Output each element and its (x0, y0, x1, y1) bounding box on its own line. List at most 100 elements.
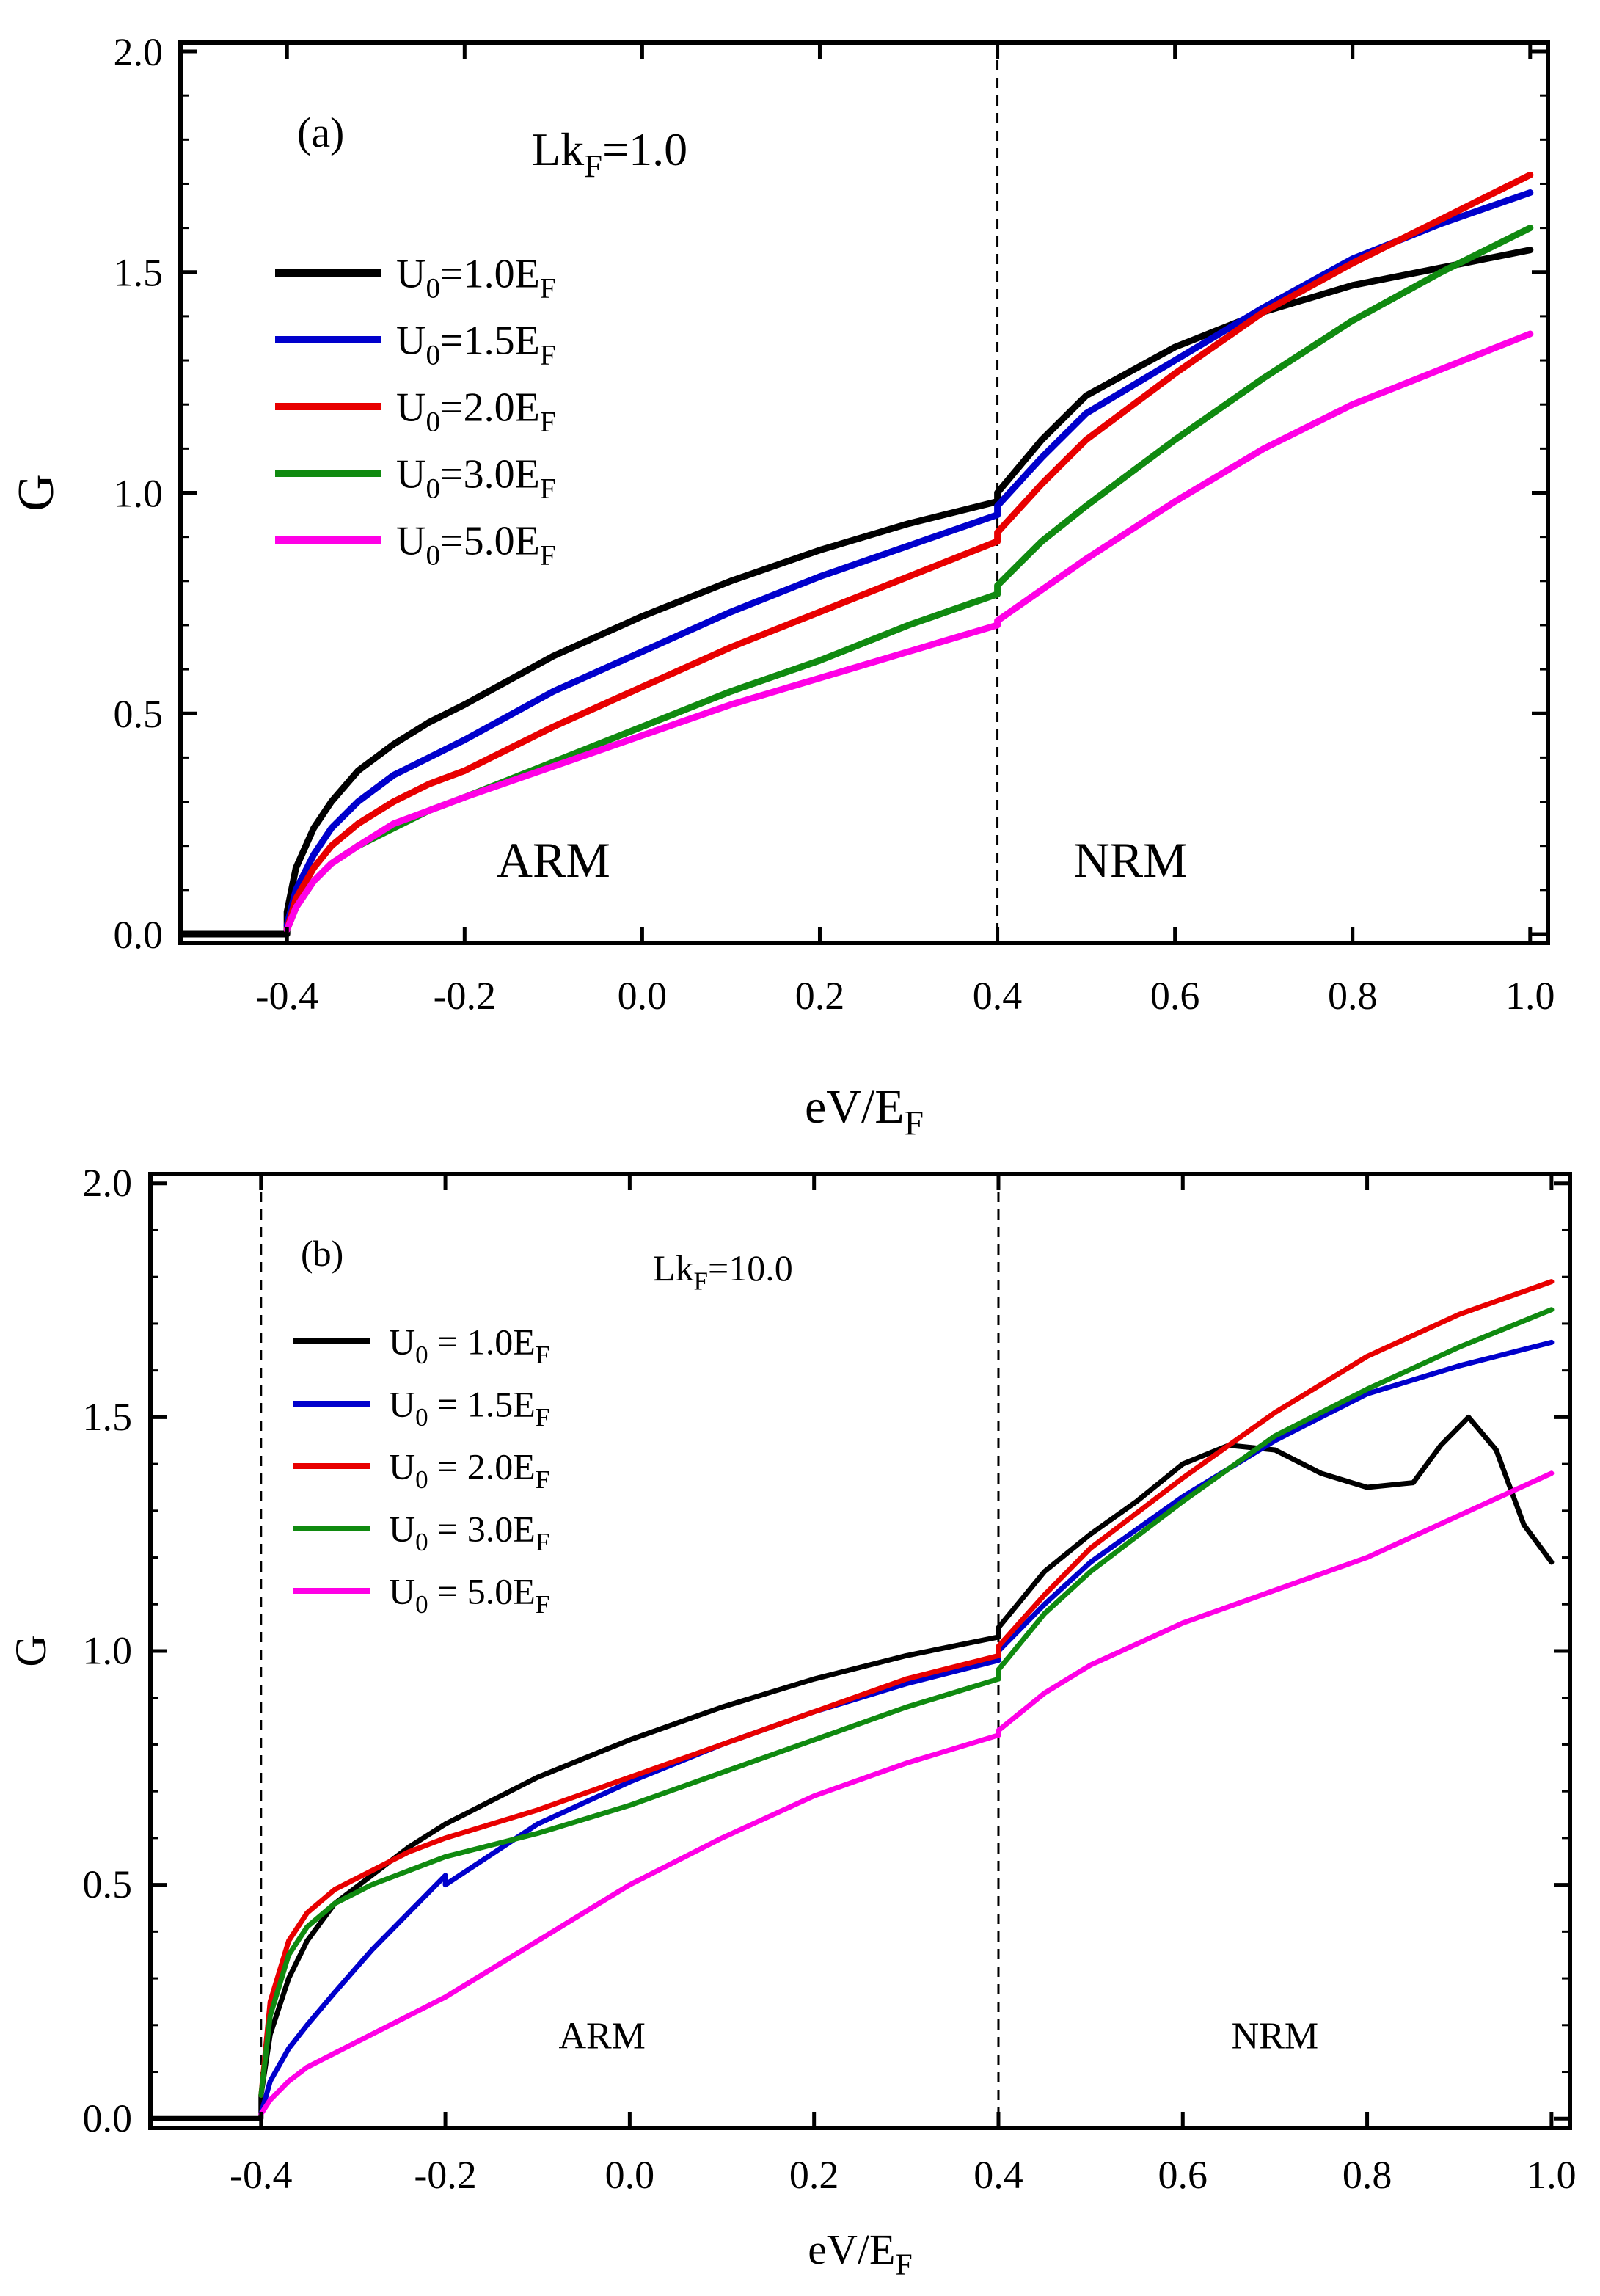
legend-sub0: 0 (425, 473, 440, 505)
series-line-2 (283, 189, 1534, 929)
legend-entry-5: U0=5.0EF (396, 519, 556, 572)
legend-sub1: F (536, 1465, 549, 1494)
series-line-3 (258, 1279, 1555, 2098)
x-tick-label: 0.0 (605, 2153, 655, 2197)
x-tick-label: 0.8 (1328, 974, 1378, 1018)
legend-sub1: F (540, 473, 556, 505)
legend-mid: =5.0E (440, 519, 540, 564)
legend-entry-2: U0=1.5EF (396, 318, 556, 371)
region-label: NRM (1232, 2016, 1318, 2058)
y-tick-label: 1.5 (114, 251, 164, 295)
x-tick-label: 0.2 (789, 2153, 839, 2197)
series-group (150, 1279, 1555, 2121)
legend-sub1: F (536, 1403, 549, 1432)
legend-sub0: 0 (425, 273, 440, 305)
plot-frame (148, 1172, 1572, 2130)
legend-entry-3: U0=2.0EF (396, 385, 556, 438)
x-axis-title-main: eV/E (808, 2226, 895, 2273)
series-line-3 (283, 171, 1534, 933)
annotation-sub: F (694, 1267, 708, 1296)
y-tick-label: 1.0 (83, 1629, 133, 1673)
x-tick-label: -0.2 (414, 2153, 476, 2197)
region-label: NRM (1074, 832, 1188, 888)
legend-u: U (396, 318, 425, 364)
series-line-5 (258, 1470, 1555, 2117)
x-axis-title-sub: F (895, 2248, 912, 2282)
series-line-1 (150, 1414, 1555, 2121)
y-tick-label: 2.0 (114, 30, 164, 74)
x-axis-title: eV/EF (805, 1080, 924, 1143)
x-tick-label: 1.0 (1527, 2153, 1577, 2197)
x-tick-label: -0.4 (230, 2153, 292, 2197)
legend-u: U (389, 1509, 415, 1550)
legend-mid: = 3.0E (428, 1509, 536, 1550)
legend-mid: = 2.0E (428, 1446, 536, 1487)
legend-mid: =1.0E (440, 252, 540, 297)
panel-label: (b) (301, 1233, 343, 1274)
legend-sub1: F (540, 407, 556, 438)
x-tick-label: -0.4 (256, 974, 318, 1018)
legend-mid: = 1.5E (428, 1384, 536, 1425)
legend-u: U (389, 1384, 415, 1425)
y-axis-title: G (8, 474, 65, 511)
annotation-lkf: LkF=1.0 (532, 123, 687, 184)
annotation-main: Lk (532, 123, 584, 175)
legend-entry-3: U0 = 2.0EF (389, 1446, 549, 1495)
legend-u: U (396, 519, 425, 564)
legend-sub1: F (536, 1590, 549, 1619)
legend-mid: =2.0E (440, 385, 540, 431)
series-group (180, 171, 1534, 938)
x-tick-label: 0.4 (973, 2153, 1023, 2197)
series-line-5 (283, 330, 1534, 933)
x-tick-label: -0.2 (434, 974, 496, 1018)
legend-mid: = 5.0E (428, 1571, 536, 1612)
x-tick-label: 0.6 (1158, 2153, 1208, 2197)
legend-sub1: F (540, 540, 556, 572)
panel-b: -0.4 -0.2 0.0 0.2 0.4 0.6 0.8 1.0 0.0 0.5 1.0 1.5 2.… (7, 1161, 1577, 2281)
legend-u: U (396, 252, 425, 297)
annotation-lkf: LkF=10.0 (653, 1247, 793, 1296)
y-tick-label: 0.0 (114, 913, 164, 957)
legend-sub0: 0 (415, 1403, 428, 1432)
x-tick-label: 0.2 (795, 974, 845, 1018)
y-tick-label: 1.5 (83, 1395, 133, 1439)
legend-entry-1: U0 = 1.0EF (389, 1322, 549, 1370)
legend-entry-5: U0 = 5.0EF (389, 1571, 549, 1619)
y-tick-label: 0.5 (83, 1862, 133, 1906)
legend-sub0: 0 (425, 340, 440, 371)
region-label: ARM (497, 832, 610, 888)
legend-sub0: 0 (425, 407, 440, 438)
y-tick-label: 0.5 (114, 692, 164, 736)
annotation-main: Lk (653, 1247, 694, 1289)
legend-entry-2: U0 = 1.5EF (389, 1384, 549, 1432)
legend-u: U (396, 385, 425, 431)
legend-mid: =1.5E (440, 318, 540, 364)
y-tick-label: 0.0 (83, 2096, 133, 2140)
legend-sub0: 0 (415, 1528, 428, 1556)
legend-sub0: 0 (425, 540, 440, 572)
region-label: ARM (558, 2016, 645, 2058)
x-axis-title: eV/EF (808, 2226, 912, 2282)
annotation-sub: F (584, 147, 602, 184)
series-line-4 (258, 1307, 1555, 2098)
y-axis-title: G (7, 1635, 55, 1666)
x-axis-title-sub: F (905, 1105, 924, 1143)
legend-u: U (396, 452, 425, 498)
panel-label: (a) (297, 109, 344, 156)
legend-entry-4: U0=3.0EF (396, 452, 556, 505)
x-tick-label: 0.0 (618, 974, 668, 1018)
legend-u: U (389, 1571, 415, 1612)
legend-u: U (389, 1322, 415, 1363)
legend-sub1: F (536, 1528, 549, 1556)
x-tick-label: 0.8 (1343, 2153, 1392, 2197)
legend-mid: = 1.0E (428, 1322, 536, 1363)
y-tick-label: 2.0 (83, 1161, 133, 1205)
panel-a: -0.4 -0.2 0.0 0.2 0.4 0.6 0.8 1.0 0.0 0.5 1.0 1.5 2.… (8, 30, 1555, 1143)
legend-sub0: 0 (415, 1590, 428, 1619)
x-tick-label: 1.0 (1505, 974, 1555, 1018)
legend-u: U (389, 1446, 415, 1487)
legend-sub0: 0 (415, 1341, 428, 1369)
